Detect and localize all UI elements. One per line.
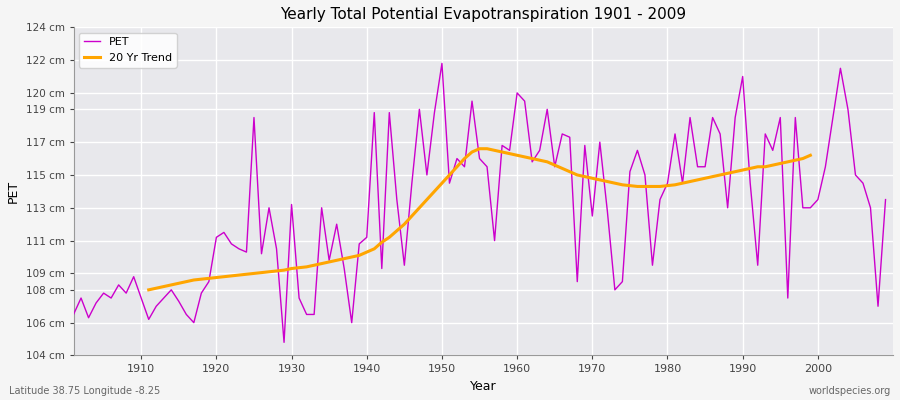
PET bbox=[519, 99, 530, 104]
20 Yr Trend bbox=[490, 148, 500, 153]
20 Yr Trend bbox=[143, 288, 154, 292]
PET bbox=[302, 312, 312, 317]
Text: Latitude 38.75 Longitude -8.25: Latitude 38.75 Longitude -8.25 bbox=[9, 386, 160, 396]
PET bbox=[880, 197, 891, 202]
PET bbox=[617, 279, 628, 284]
PET bbox=[436, 61, 447, 66]
20 Yr Trend bbox=[226, 274, 237, 278]
20 Yr Trend bbox=[399, 222, 410, 226]
Legend: PET, 20 Yr Trend: PET, 20 Yr Trend bbox=[79, 33, 176, 68]
20 Yr Trend bbox=[805, 153, 815, 158]
Y-axis label: PET: PET bbox=[7, 180, 20, 203]
PET bbox=[129, 274, 140, 279]
20 Yr Trend bbox=[211, 275, 221, 280]
Line: PET: PET bbox=[74, 63, 886, 342]
PET bbox=[346, 320, 357, 325]
PET bbox=[279, 340, 290, 345]
20 Yr Trend bbox=[737, 168, 748, 172]
Text: worldspecies.org: worldspecies.org bbox=[809, 386, 891, 396]
Line: 20 Yr Trend: 20 Yr Trend bbox=[148, 149, 810, 290]
PET bbox=[526, 160, 537, 164]
20 Yr Trend bbox=[279, 268, 290, 272]
20 Yr Trend bbox=[474, 146, 485, 151]
X-axis label: Year: Year bbox=[470, 380, 497, 393]
Title: Yearly Total Potential Evapotranspiration 1901 - 2009: Yearly Total Potential Evapotranspiratio… bbox=[280, 7, 687, 22]
PET bbox=[68, 312, 79, 317]
